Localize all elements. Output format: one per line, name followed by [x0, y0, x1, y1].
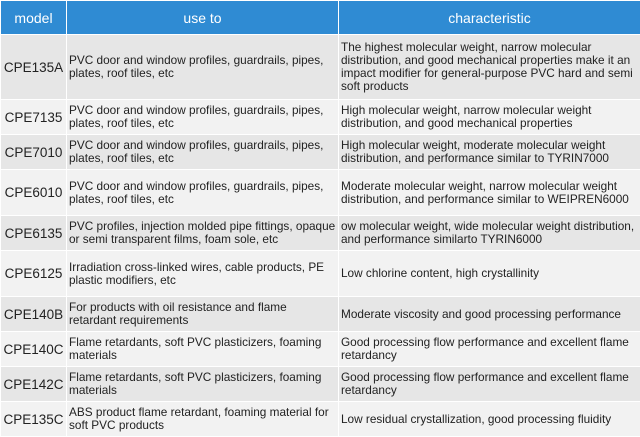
cell-characteristic: Moderate molecular weight, narrow molecu…	[339, 170, 640, 216]
cell-characteristic: The highest molecular weight, narrow mol…	[339, 35, 640, 100]
cell-model: CPE135A	[1, 35, 67, 100]
cell-use: ABS product flame retardant, foaming mat…	[67, 402, 339, 437]
cell-model: CPE7010	[1, 135, 67, 170]
cell-use: For products with oil resistance and fla…	[67, 297, 339, 332]
cell-model: CPE6125	[1, 251, 67, 297]
cell-model: CPE135C	[1, 402, 67, 437]
table-row: CPE140B For products with oil resistance…	[1, 297, 640, 332]
table-row: CPE7010 PVC door and window profiles, gu…	[1, 135, 640, 170]
table-row: CPE135A PVC door and window profiles, gu…	[1, 35, 640, 100]
header-model: model	[1, 1, 67, 35]
table-header-row: model use to characteristic	[1, 1, 640, 35]
cell-use: PVC door and window profiles, guardrails…	[67, 135, 339, 170]
cell-characteristic: Good processing flow performance and exc…	[339, 367, 640, 402]
cell-characteristic: High molecular weight, moderate molecula…	[339, 135, 640, 170]
table-row: CPE140C Flame retardants, soft PVC plast…	[1, 332, 640, 367]
cell-characteristic: Low chlorine content, high crystallinity	[339, 251, 640, 297]
table-row: CPE142C Flame retardants, soft PVC plast…	[1, 367, 640, 402]
cell-use: PVC door and window profiles, guardrails…	[67, 100, 339, 135]
cell-use: PVC profiles, injection molded pipe fitt…	[67, 216, 339, 251]
table-row: CPE6135 PVC profiles, injection molded p…	[1, 216, 640, 251]
cell-model: CPE6135	[1, 216, 67, 251]
header-use: use to	[67, 1, 339, 35]
table-row: CPE6010 PVC door and window profiles, gu…	[1, 170, 640, 216]
cell-model: CPE140B	[1, 297, 67, 332]
cell-model: CPE140C	[1, 332, 67, 367]
cell-characteristic: ow molecular weight, wide molecular weig…	[339, 216, 640, 251]
cell-characteristic: High molecular weight, narrow molecular …	[339, 100, 640, 135]
cell-characteristic: Moderate viscosity and good processing p…	[339, 297, 640, 332]
cell-use: Irradiation cross-linked wires, cable pr…	[67, 251, 339, 297]
cell-characteristic: Good processing flow performance and exc…	[339, 332, 640, 367]
table-row: CPE6125 Irradiation cross-linked wires, …	[1, 251, 640, 297]
cell-use: Flame retardants, soft PVC plasticizers,…	[67, 367, 339, 402]
cell-model: CPE7135	[1, 100, 67, 135]
table-row: CPE7135 PVC door and window profiles, gu…	[1, 100, 640, 135]
cell-model: CPE142C	[1, 367, 67, 402]
table-row: CPE135C ABS product flame retardant, foa…	[1, 402, 640, 437]
cell-use: PVC door and window profiles, guardrails…	[67, 35, 339, 100]
cell-use: Flame retardants, soft PVC plasticizers,…	[67, 332, 339, 367]
header-characteristic: characteristic	[339, 1, 640, 35]
cell-characteristic: Low residual crystallization, good proce…	[339, 402, 640, 437]
cell-model: CPE6010	[1, 170, 67, 216]
cell-use: PVC door and window profiles, guardrails…	[67, 170, 339, 216]
